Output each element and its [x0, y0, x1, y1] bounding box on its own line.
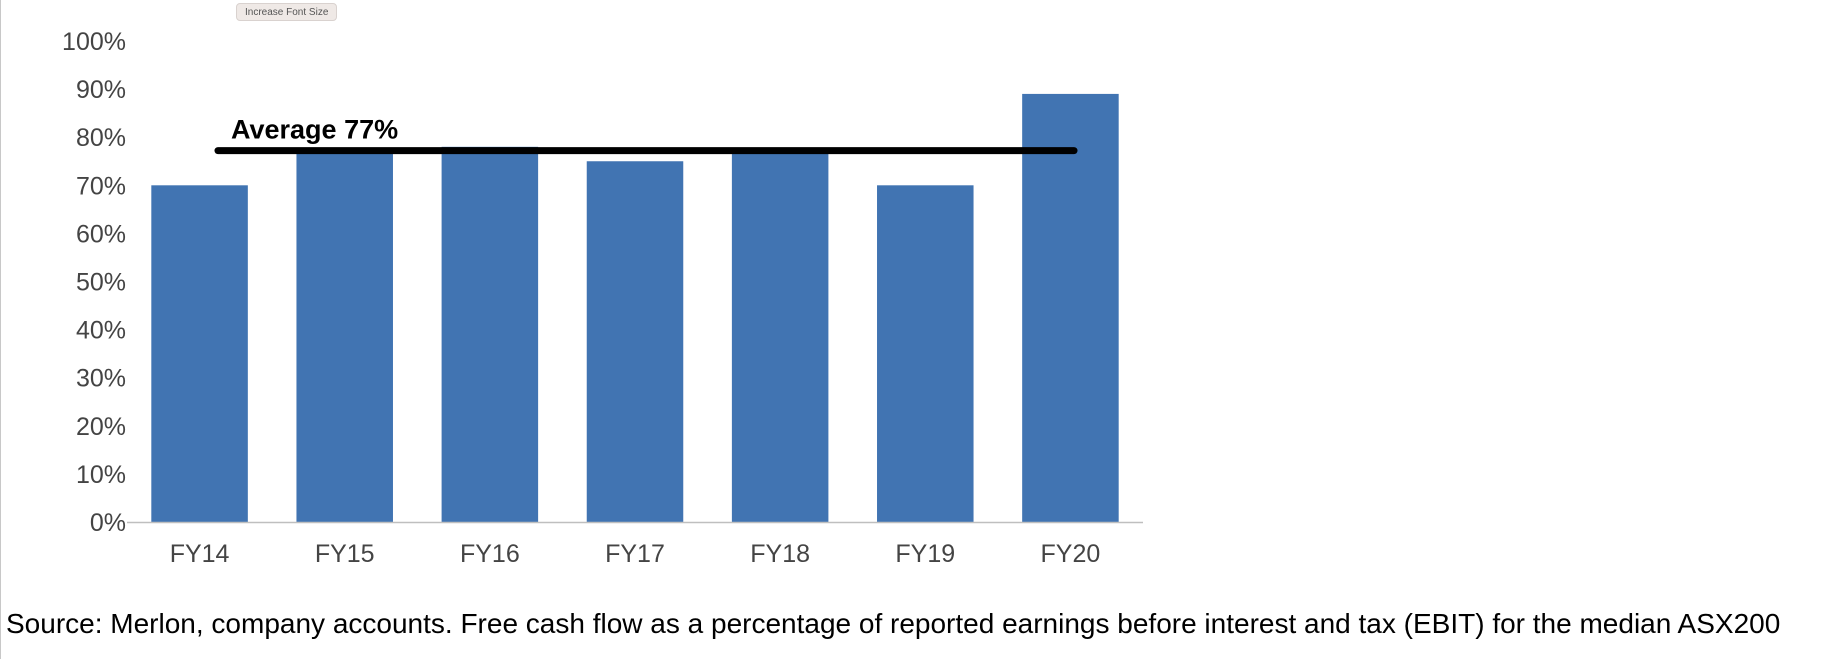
y-tick-label: 50% — [76, 269, 126, 297]
y-tick-label: 40% — [76, 317, 126, 345]
bar-fy18 — [731, 151, 829, 522]
bars — [151, 93, 1119, 523]
y-tick-label: 100% — [62, 28, 126, 56]
y-tick-label: 30% — [76, 365, 126, 393]
bar-fy17 — [586, 161, 684, 522]
x-tick-label: FY15 — [315, 540, 375, 568]
average-label: Average 77% — [231, 115, 398, 145]
bar-fy14 — [151, 185, 248, 523]
bar-fy19 — [877, 185, 974, 523]
left-border — [0, 0, 1, 659]
y-tick-label: 10% — [76, 461, 126, 489]
bar-fy16 — [441, 146, 539, 522]
y-tick-label: 80% — [76, 124, 126, 152]
x-tick-label: FY17 — [605, 540, 665, 568]
x-axis-ticks: FY14 FY15 FY16 FY17 FY18 FY19 FY20 — [170, 540, 1101, 568]
y-tick-label: 0% — [90, 509, 126, 537]
source-caption: Source: Merlon, company accounts. Free c… — [6, 608, 1781, 639]
y-axis-ticks: 0% 10% 20% 30% 40% 50% 60% 70% 80% 90% 100% — [62, 28, 126, 537]
y-tick-label: 70% — [76, 172, 126, 200]
x-tick-label: FY19 — [895, 540, 955, 568]
y-tick-label: 20% — [76, 413, 126, 441]
bar-fy15 — [296, 151, 393, 522]
bar-fy20 — [1022, 93, 1119, 522]
increase-font-size-button[interactable]: Increase Font Size — [236, 3, 338, 21]
x-tick-label: FY16 — [460, 540, 520, 568]
bar-chart: 0%10%20%30%40%50%60%70%80%90%100% FY14 FY… — [62, 28, 1143, 568]
x-tick-label: FY18 — [750, 540, 810, 568]
x-tick-label: FY20 — [1041, 540, 1101, 568]
x-tick-label: FY14 — [170, 540, 230, 568]
y-tick-label: 90% — [76, 76, 126, 104]
average-line-group: Average 77% — [214, 115, 1078, 155]
y-tick-label: 60% — [76, 220, 126, 248]
